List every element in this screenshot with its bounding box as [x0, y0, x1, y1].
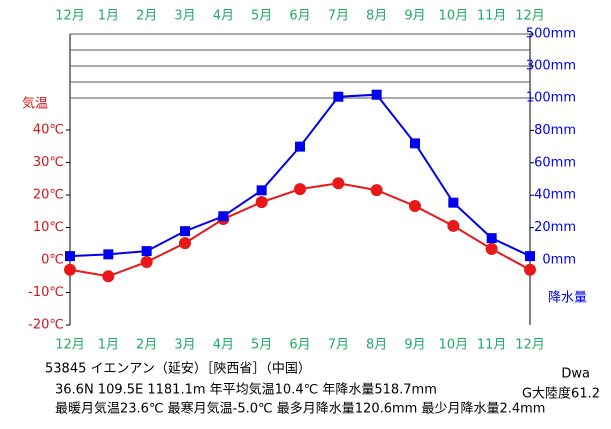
x-tick-label-top: 9月 [404, 9, 425, 24]
temp-marker [409, 200, 421, 213]
y2-tick-label: 20mm [534, 220, 576, 235]
precip-marker [486, 233, 497, 244]
precip-marker [448, 197, 459, 208]
x-tick-label-top: 6月 [289, 9, 310, 24]
x-tick-label: 9月 [404, 338, 425, 353]
temp-marker [370, 184, 383, 197]
y-tick-label: -10℃ [28, 285, 64, 300]
x-tick-label-top: 2月 [136, 9, 157, 24]
precip-axis-title: 降水量 [548, 291, 587, 306]
x-tick-label-top: 12月 [55, 9, 85, 24]
x-tick-label: 2月 [136, 338, 157, 353]
station: 53845 イエンアン（延安）［陝西省］（中国） [45, 361, 311, 377]
y-tick-label: -20℃ [28, 318, 64, 333]
x-tick-label: 12月 [55, 338, 85, 353]
x-tick-label: 4月 [213, 338, 234, 353]
climate-class: Dwa [561, 367, 590, 382]
precip-marker [103, 249, 114, 260]
y2-tick-label: 60mm [534, 155, 576, 170]
y2-tick-label: 300mm [526, 59, 576, 74]
temp-marker [485, 242, 498, 255]
y-tick-label: 10℃ [33, 220, 64, 235]
temp-marker [64, 263, 76, 276]
precip-marker [295, 141, 305, 152]
y-tick-label: 30℃ [33, 155, 64, 170]
x-tick-label: 1月 [98, 338, 119, 353]
precip-marker [410, 138, 420, 149]
x-tick-label: 3月 [174, 338, 195, 353]
y2-tick-label: 100mm [526, 91, 576, 106]
precip-marker [256, 185, 267, 196]
precip-marker [141, 246, 152, 257]
x-tick-label-top: 12月 [515, 9, 545, 24]
temp-marker [140, 255, 153, 268]
y2-tick-label: 500mm [526, 27, 576, 42]
x-tick-label: 10月 [439, 338, 469, 353]
temp-axis-title: 気温 [22, 96, 48, 112]
x-tick-label-top: 5月 [251, 9, 272, 24]
series-line [69, 93, 531, 258]
x-tick-label: 7月 [328, 338, 349, 353]
continentality: G大陸度61.2 [522, 386, 600, 402]
precip-marker [180, 226, 190, 237]
y-tick-label: 0℃ [41, 253, 64, 268]
x-tick-label: 12月 [515, 338, 545, 353]
info-line: 36.6N 109.5E 1181.1m 年平均気温10.4℃ 年降水量518.… [55, 382, 437, 398]
precip-marker [371, 89, 382, 100]
y2-tick-label: 40mm [534, 188, 576, 203]
x-tick-label-top: 3月 [174, 9, 195, 24]
temp-marker [179, 237, 191, 250]
temp-marker [102, 270, 115, 283]
x-tick-label-top: 10月 [439, 9, 469, 24]
temp-marker [524, 263, 536, 276]
temp-marker [255, 196, 268, 209]
x-tick-label: 5月 [251, 338, 272, 353]
precip-marker [218, 211, 229, 222]
precip-marker [333, 91, 344, 102]
series-line [69, 182, 531, 278]
x-tick-label-top: 11月 [477, 9, 507, 24]
y2-tick-label: 80mm [534, 123, 576, 138]
x-tick-label-top: 8月 [366, 9, 387, 24]
x-tick-label-top: 1月 [98, 9, 119, 24]
temp-marker [447, 219, 460, 232]
x-tick-label: 8月 [366, 338, 387, 353]
x-tick-label: 6月 [289, 338, 310, 353]
x-tick-label-top: 4月 [213, 9, 234, 24]
x-tick-label: 11月 [477, 338, 507, 353]
y2-tick-label: 0mm [542, 253, 576, 268]
temp-marker [294, 183, 306, 196]
y-tick-label: 20℃ [33, 188, 64, 203]
precip-marker [65, 251, 75, 262]
x-tick-label-top: 7月 [328, 9, 349, 24]
y-tick-label: 40℃ [33, 123, 64, 138]
info-line: 最暖月気温23.6℃ 最寒月気温-5.0℃ 最多月降水量120.6mm 最少月降… [55, 401, 545, 417]
temp-marker [332, 177, 345, 190]
precip-marker [525, 251, 535, 262]
